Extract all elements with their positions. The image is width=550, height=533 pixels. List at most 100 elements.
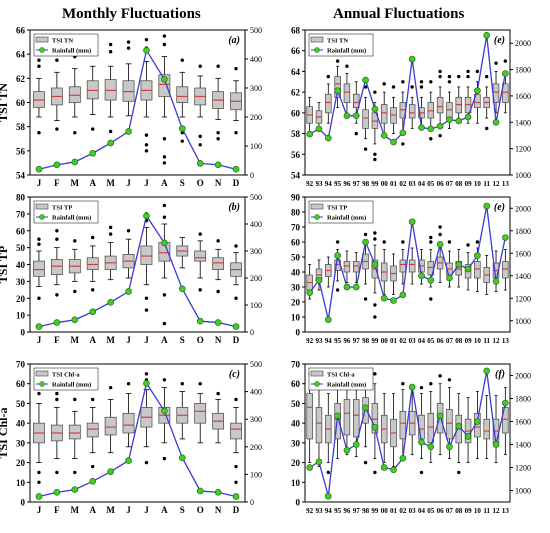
- legend-marker-swatch: [39, 381, 45, 387]
- y-tick-label: 10: [291, 313, 301, 323]
- outlier-point: [503, 59, 508, 63]
- outlier-point: [180, 139, 184, 143]
- box: [502, 407, 509, 434]
- y2-tick-label: 200: [250, 113, 262, 122]
- legend-frame: [308, 367, 374, 391]
- outlier-point: [438, 74, 442, 79]
- x-tick-label: 95: [334, 180, 342, 188]
- y2-tick-label: 300: [250, 84, 262, 93]
- box: [343, 399, 351, 436]
- x-tick-label: J: [37, 505, 42, 515]
- y2-tick-label: 1600: [515, 418, 531, 427]
- box: [474, 261, 481, 279]
- y2-tick-label: 1200: [515, 145, 531, 154]
- outlier-point: [475, 69, 480, 74]
- y-tick-label: 0: [21, 328, 26, 338]
- x-tick-label: 02: [399, 180, 407, 188]
- rainfall-point: [446, 443, 453, 451]
- outlier-point: [198, 382, 202, 386]
- panel-tag: (e): [494, 35, 505, 46]
- rainfall-point: [161, 239, 168, 247]
- y-tick-label: 64: [16, 50, 26, 60]
- y2-tick-label: 400: [250, 220, 262, 229]
- y2-tick-label: 1000: [515, 171, 531, 180]
- outlier-point: [144, 372, 149, 376]
- x-tick-label: 11: [483, 337, 490, 345]
- rainfall-point: [502, 399, 509, 407]
- x-tick-label: 98: [362, 507, 370, 515]
- box: [306, 393, 313, 440]
- x-tick-label: 09: [465, 180, 473, 188]
- y-tick-label: 80: [16, 193, 26, 203]
- x-tick-label: M: [106, 335, 115, 345]
- outlier-point: [37, 58, 41, 62]
- y-tick-label: 50: [16, 399, 26, 409]
- box: [68, 424, 81, 440]
- outlier-point: [457, 74, 461, 79]
- rainfall-point: [352, 283, 360, 291]
- rainfall-point: [352, 441, 360, 448]
- box: [104, 416, 117, 436]
- box: [33, 260, 45, 277]
- panel-tag: (c): [229, 369, 240, 380]
- outlier-point: [466, 74, 470, 79]
- x-tick-label: 94: [325, 337, 333, 345]
- x-tick-label: 94: [325, 180, 333, 188]
- x-tick-label: 13: [502, 337, 510, 345]
- rainfall-point: [196, 487, 204, 495]
- outlier-point: [373, 231, 377, 235]
- box: [86, 80, 99, 100]
- outlier-point: [401, 382, 405, 386]
- y2-tick-label: 400: [250, 388, 262, 397]
- outlier-point: [162, 215, 167, 219]
- x-tick-label: M: [106, 505, 115, 515]
- outlier-point: [401, 80, 405, 84]
- x-tick-label: 11: [483, 180, 490, 188]
- outlier-point: [73, 239, 77, 243]
- outlier-point: [419, 470, 424, 475]
- outlier-point: [162, 456, 167, 461]
- y2-tick-label: 2000: [515, 39, 531, 48]
- box: [33, 91, 45, 108]
- y-tick-label: 68: [291, 26, 301, 36]
- outlier-point: [410, 85, 414, 89]
- outlier-point: [216, 131, 220, 135]
- rainfall-point: [399, 129, 407, 137]
- rainfall-point: [455, 422, 463, 430]
- x-tick-label: S: [180, 178, 185, 188]
- outlier-point: [234, 480, 238, 484]
- outlier-point: [466, 69, 470, 74]
- x-tick-label: 12: [493, 337, 501, 345]
- legend-marker-swatch: [314, 214, 320, 220]
- outlier-point: [55, 127, 59, 131]
- rainfall-point: [315, 276, 323, 284]
- outlier-point: [55, 397, 59, 402]
- plot-frame: [304, 196, 511, 333]
- outlier-point: [162, 321, 167, 326]
- y-axis-label: TSI Chl-a: [0, 407, 10, 458]
- outlier-point: [126, 46, 131, 50]
- x-tick-label: 03: [409, 337, 417, 345]
- x-tick-label: A: [161, 335, 168, 345]
- outlier-point: [326, 74, 330, 79]
- outlier-point: [429, 235, 433, 240]
- x-tick-label: 01: [390, 337, 398, 345]
- rainfall-point: [89, 477, 97, 485]
- y2-tick-label: 1400: [515, 272, 531, 281]
- x-tick-label: A: [161, 178, 168, 188]
- y-axis-label: TSI TP: [0, 246, 10, 283]
- outlier-point: [198, 143, 202, 147]
- box: [343, 83, 351, 103]
- rainfall-point: [324, 316, 332, 323]
- legend-label: TSI TN: [327, 38, 348, 45]
- x-tick-label: O: [197, 335, 204, 345]
- x-tick-label: 10: [474, 180, 482, 188]
- x-tick-label: 10: [474, 507, 482, 515]
- y2-tick-label: 2000: [515, 372, 531, 381]
- outlier-point: [401, 142, 405, 146]
- legend-frame: [33, 367, 99, 391]
- y-tick-label: 90: [291, 193, 301, 203]
- rainfall-point: [436, 412, 444, 420]
- x-tick-label: 12: [493, 507, 501, 515]
- rainfall-point: [371, 105, 379, 113]
